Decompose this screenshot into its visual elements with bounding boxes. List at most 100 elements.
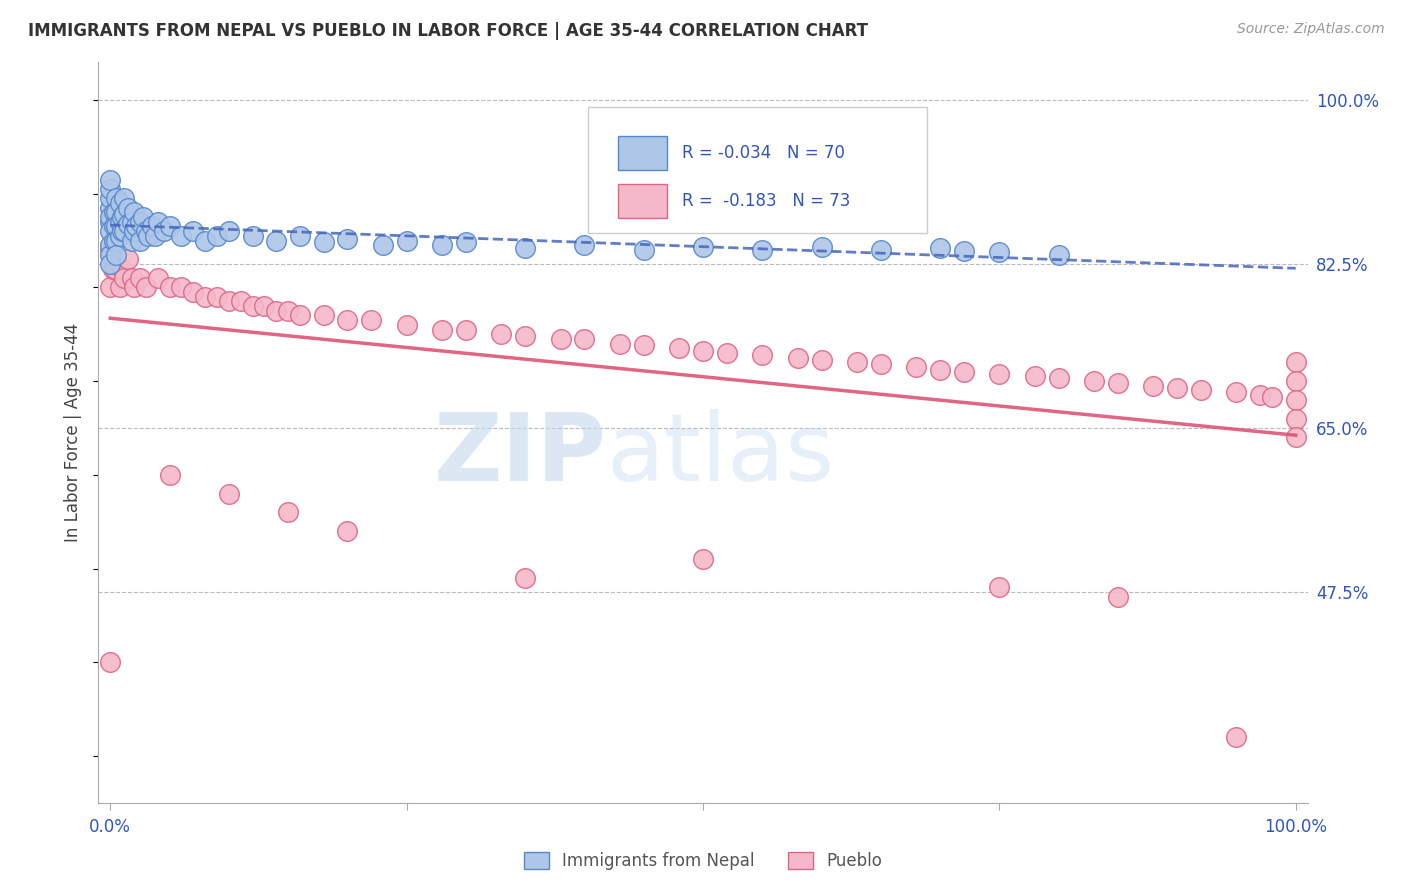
Point xyxy=(1225,385,1247,400)
FancyBboxPatch shape xyxy=(588,107,927,233)
Point xyxy=(988,367,1011,381)
Point xyxy=(810,240,832,254)
Point xyxy=(1261,390,1284,404)
Point xyxy=(929,363,952,377)
Point xyxy=(1166,381,1188,395)
Point xyxy=(108,215,131,229)
Point xyxy=(1107,590,1129,604)
Point xyxy=(98,172,121,186)
Point xyxy=(117,201,139,215)
Point xyxy=(1285,392,1308,407)
Point xyxy=(395,318,418,332)
Point xyxy=(114,271,136,285)
Point xyxy=(515,241,537,255)
FancyBboxPatch shape xyxy=(619,136,666,169)
Point xyxy=(143,228,166,243)
Text: R =  -0.183   N = 73: R = -0.183 N = 73 xyxy=(682,192,851,210)
Point xyxy=(170,280,193,294)
Point xyxy=(117,252,139,267)
Point xyxy=(952,365,974,379)
Point xyxy=(122,280,145,294)
Point xyxy=(454,322,477,336)
Point xyxy=(132,210,155,224)
Point xyxy=(336,524,359,538)
Point xyxy=(114,224,136,238)
Point xyxy=(633,338,655,352)
Point xyxy=(1024,369,1046,384)
Point xyxy=(105,234,128,248)
Point xyxy=(692,552,714,566)
Point xyxy=(277,303,299,318)
Point xyxy=(98,201,121,215)
Point xyxy=(242,228,264,243)
Legend: Immigrants from Nepal, Pueblo: Immigrants from Nepal, Pueblo xyxy=(517,846,889,877)
Point xyxy=(98,215,121,229)
Point xyxy=(104,261,127,276)
Point xyxy=(952,244,974,258)
FancyBboxPatch shape xyxy=(619,185,666,218)
Point xyxy=(905,359,928,374)
Point xyxy=(103,234,125,248)
Point xyxy=(264,303,287,318)
Point xyxy=(181,285,204,299)
Point xyxy=(336,313,359,327)
Point xyxy=(135,224,157,238)
Point xyxy=(218,224,240,238)
Point xyxy=(105,191,128,205)
Point xyxy=(264,234,287,248)
Point xyxy=(432,322,454,336)
Point xyxy=(288,309,311,323)
Point xyxy=(1285,374,1308,388)
Point xyxy=(609,336,631,351)
Point xyxy=(159,467,181,482)
Point xyxy=(336,232,359,246)
Point xyxy=(98,210,121,224)
Point xyxy=(141,219,163,234)
Point xyxy=(98,182,121,196)
Point xyxy=(103,205,125,219)
Point xyxy=(117,217,139,231)
Point xyxy=(159,280,181,294)
Point xyxy=(194,234,217,248)
Point xyxy=(98,224,121,238)
Point xyxy=(515,329,537,343)
Point xyxy=(550,332,572,346)
Point xyxy=(1285,430,1308,444)
Point xyxy=(135,280,157,294)
Text: IMMIGRANTS FROM NEPAL VS PUEBLO IN LABOR FORCE | AGE 35-44 CORRELATION CHART: IMMIGRANTS FROM NEPAL VS PUEBLO IN LABOR… xyxy=(28,22,868,40)
Point xyxy=(218,486,240,500)
Point xyxy=(98,243,121,257)
Point xyxy=(1285,355,1308,369)
Point xyxy=(101,261,124,276)
Point xyxy=(574,238,596,252)
Point xyxy=(1107,376,1129,390)
Point xyxy=(633,243,655,257)
Point xyxy=(668,341,690,355)
Point xyxy=(114,191,136,205)
Point xyxy=(786,351,808,365)
Point xyxy=(98,257,121,271)
Point xyxy=(751,348,773,362)
Point xyxy=(98,655,121,669)
Point xyxy=(692,240,714,254)
Point xyxy=(205,290,228,304)
Point xyxy=(103,219,125,234)
Point xyxy=(491,327,513,342)
Point xyxy=(205,228,228,243)
Point xyxy=(218,294,240,309)
Point xyxy=(1142,378,1164,392)
Point xyxy=(108,228,131,243)
Point xyxy=(108,196,131,211)
Point xyxy=(312,309,335,323)
Point xyxy=(121,271,143,285)
Point xyxy=(988,244,1011,259)
Point xyxy=(312,235,335,250)
Point xyxy=(105,219,128,234)
Point xyxy=(1047,371,1070,385)
Text: Source: ZipAtlas.com: Source: ZipAtlas.com xyxy=(1237,22,1385,37)
Point xyxy=(277,505,299,519)
Point xyxy=(159,219,181,234)
Point xyxy=(1083,374,1105,388)
Text: atlas: atlas xyxy=(606,409,835,500)
Point xyxy=(121,234,143,248)
